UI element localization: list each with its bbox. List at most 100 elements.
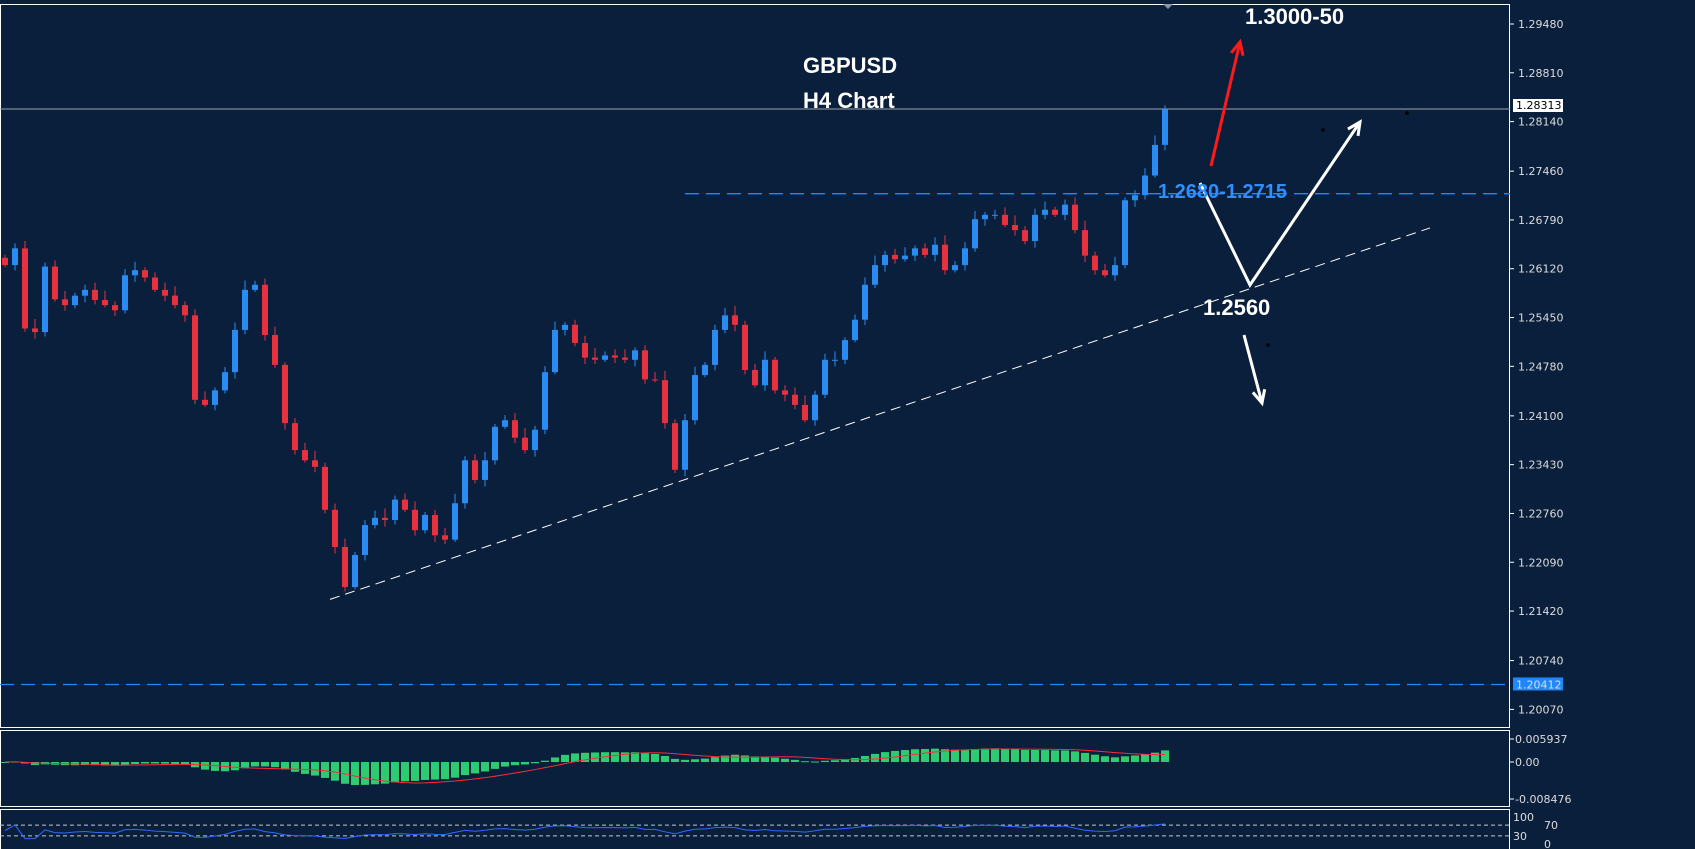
macd-histogram-bar	[1021, 749, 1029, 762]
bullish-target-arrow	[1209, 41, 1242, 167]
bearish-candle	[592, 357, 598, 360]
rsi-tick-label: 30	[1513, 830, 1527, 843]
bullish-candle	[762, 359, 768, 386]
macd-histogram-bar	[251, 762, 259, 767]
macd-histogram-bar	[331, 762, 339, 781]
zone-label: 1.2680-1.2715	[1158, 181, 1287, 203]
bullish-candle	[992, 214, 998, 216]
bearish-candle	[52, 266, 58, 300]
bullish-candle	[212, 390, 218, 405]
bullish-candle	[232, 329, 238, 373]
bullish-candle	[702, 364, 708, 376]
macd-histogram-bar	[651, 754, 659, 762]
macd-tick-label: 0.005937	[1515, 733, 1568, 746]
macd-histogram-bar	[271, 762, 279, 768]
macd-histogram-bar	[1061, 750, 1069, 762]
bearish-candle	[642, 350, 648, 380]
macd-histogram-bar	[231, 762, 239, 771]
bearish-candle	[512, 420, 518, 438]
bullish-candle	[882, 254, 888, 266]
bearish-candle	[792, 394, 798, 405]
macd-histogram-bar	[541, 760, 549, 762]
macd-histogram-bar	[971, 749, 979, 762]
bullish-candle	[912, 248, 918, 256]
bearish-candle	[922, 248, 928, 255]
macd-histogram-bar	[731, 754, 739, 762]
bullish-candle	[532, 429, 538, 451]
bullish-candle	[822, 359, 828, 395]
bullish-candle	[982, 214, 988, 220]
macd-histogram-bar	[671, 758, 679, 762]
bearish-candle	[1022, 230, 1028, 242]
marker-dot	[1405, 111, 1409, 115]
macd-histogram-bar	[961, 749, 969, 762]
macd-histogram-bar	[181, 762, 189, 765]
bearish-candle	[182, 305, 188, 316]
macd-histogram-bar	[161, 762, 169, 764]
bearish-candle	[652, 379, 658, 381]
price-tick-label: 1.20070	[1518, 703, 1564, 716]
bullish-candle	[972, 219, 978, 249]
macd-histogram-bar	[951, 749, 959, 762]
bullish-candle	[562, 324, 568, 330]
bullish-candle	[362, 525, 368, 555]
macd-histogram-bar	[621, 752, 629, 762]
price-tick-label: 1.22090	[1518, 556, 1564, 569]
bearish-candle	[282, 364, 288, 424]
macd-histogram-bar	[1081, 752, 1089, 762]
price-tick-label: 1.29480	[1518, 18, 1564, 31]
bullish-candle	[72, 295, 78, 306]
macd-histogram-bar	[641, 753, 649, 762]
macd-histogram-bar	[1101, 756, 1109, 762]
bullish-target-arrow-head-icon	[1230, 38, 1245, 56]
macd-histogram-bar	[801, 761, 809, 763]
macd-histogram-bar	[551, 757, 559, 762]
price-tick-label: 1.21420	[1518, 605, 1564, 618]
macd-histogram-bar	[1141, 754, 1149, 762]
bearish-candle	[292, 423, 298, 451]
bearish-candle	[62, 299, 68, 306]
bearish-candle	[472, 460, 478, 480]
macd-histogram-bar	[691, 759, 699, 762]
bullish-candle	[1112, 265, 1118, 276]
bearish-candle	[92, 289, 98, 301]
macd-histogram-bar	[371, 762, 379, 785]
bearish-candle	[412, 509, 418, 531]
bearish-candle	[622, 357, 628, 360]
macd-histogram-bar	[941, 749, 949, 762]
macd-histogram-bar	[611, 752, 619, 762]
macd-histogram-bar	[431, 762, 439, 780]
macd-histogram-bar	[91, 762, 99, 766]
bearish-candle	[332, 509, 338, 547]
macd-histogram-bar	[841, 759, 849, 762]
macd-histogram-bar	[381, 762, 389, 784]
bullish-candle	[352, 554, 358, 588]
price-tick-label: 1.24100	[1518, 410, 1564, 423]
macd-histogram-bar	[1121, 756, 1129, 762]
macd-histogram-bar	[861, 755, 869, 762]
bullish-candle	[422, 514, 428, 531]
bearish-candle	[312, 460, 318, 467]
chart-shift-marker-icon[interactable]	[1163, 4, 1173, 9]
timeframe-title: H4 Chart	[803, 88, 895, 113]
bearish-candle	[152, 277, 158, 290]
macd-histogram-bar	[821, 760, 829, 762]
breakdown-arrow-head-icon	[1251, 388, 1267, 407]
bearish-candle	[1082, 230, 1088, 256]
macd-histogram-bar	[481, 762, 489, 772]
panel-frames	[0, 4, 1510, 849]
macd-indicator	[1, 748, 1169, 785]
macd-histogram-bar	[581, 752, 589, 762]
bearish-candle	[1002, 214, 1008, 226]
bearish-candle	[172, 295, 178, 306]
bearish-candle	[342, 546, 348, 588]
macd-histogram-bar	[871, 753, 879, 762]
price-tick-label: 1.25450	[1518, 312, 1564, 325]
macd-histogram-bar	[561, 754, 569, 762]
bearish-candle	[22, 248, 28, 329]
pullback-then-rally-arrow-head-icon	[1347, 119, 1362, 137]
bullish-candle	[872, 265, 878, 285]
price-tick-label: 1.26790	[1518, 214, 1564, 227]
breakdown-arrow	[1242, 334, 1264, 404]
